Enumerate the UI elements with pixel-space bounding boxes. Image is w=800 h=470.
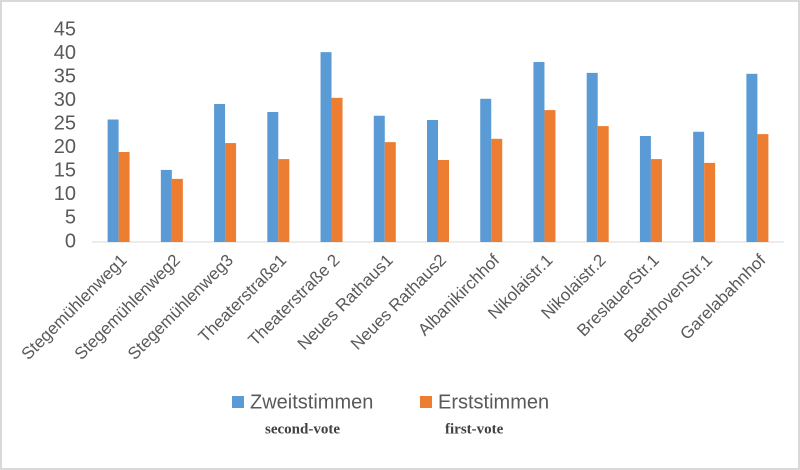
legend-swatch: [420, 396, 432, 408]
bar: [533, 62, 545, 243]
y-tick-label: 0: [65, 230, 76, 252]
bar: [331, 97, 343, 242]
y-tick-label: 5: [65, 207, 76, 229]
bar: [384, 142, 396, 242]
y-tick-label: 45: [54, 18, 76, 40]
bar: [438, 160, 449, 242]
bar: [650, 159, 662, 242]
bar: [757, 134, 769, 242]
y-tick-label: 20: [54, 136, 76, 158]
bar: [225, 143, 237, 242]
bar: [746, 73, 758, 243]
bar: [427, 119, 438, 242]
y-tick-label: 40: [54, 42, 76, 64]
bar: [586, 72, 598, 242]
bar: [267, 111, 279, 243]
bar: [278, 159, 290, 242]
bar: [320, 52, 332, 242]
y-tick-label: 15: [54, 160, 76, 182]
bar: [491, 138, 503, 242]
legend-annotation: second-vote: [265, 421, 340, 437]
bar: [373, 115, 385, 242]
bar: [544, 110, 556, 242]
bar: [704, 162, 716, 242]
bar: [107, 119, 119, 242]
y-tick-label: 30: [54, 89, 76, 111]
legend-annotation: first-vote: [445, 421, 504, 437]
bar: [693, 131, 705, 242]
bar: [639, 136, 651, 242]
legend-label: Erststimmen: [438, 391, 549, 413]
y-tick-label: 25: [54, 113, 76, 135]
bar: [480, 98, 492, 242]
bar: [160, 169, 172, 242]
x-tick-label: Neues Rathaus1: [294, 251, 397, 354]
x-tick-label: Theaterstraße 2: [245, 251, 344, 350]
y-tick-label: 35: [54, 65, 76, 87]
bar: [118, 152, 130, 242]
bar: [214, 103, 226, 242]
legend-swatch: [232, 396, 244, 408]
legend-label: Zweitstimmen: [250, 391, 373, 413]
y-tick-label: 10: [54, 183, 76, 205]
bar: [171, 178, 183, 242]
x-tick-label: Neues Rathaus2: [347, 251, 450, 354]
bar: [597, 126, 609, 242]
